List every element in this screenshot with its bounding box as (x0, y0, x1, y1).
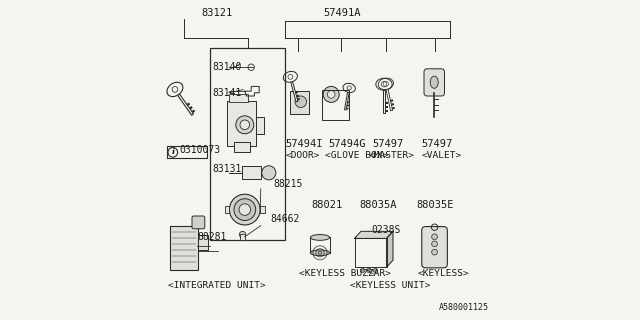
FancyArrow shape (386, 89, 392, 111)
Text: <VALET>: <VALET> (422, 151, 461, 160)
FancyArrow shape (178, 94, 193, 115)
Bar (256, 117, 264, 134)
Bar (167, 146, 207, 158)
Bar (198, 235, 208, 250)
FancyBboxPatch shape (192, 216, 205, 229)
Text: <DOOR>: <DOOR> (285, 151, 320, 160)
Circle shape (262, 166, 276, 180)
Bar (346, 108, 349, 109)
Text: <KEYLESS BUZZAR>: <KEYLESS BUZZAR> (300, 269, 391, 278)
Text: 57497: 57497 (422, 139, 452, 149)
Bar (229, 94, 248, 102)
Text: 0310073: 0310073 (179, 145, 220, 155)
Text: 88035A: 88035A (360, 200, 397, 210)
Circle shape (240, 120, 250, 130)
Bar (297, 98, 300, 100)
Bar (295, 91, 298, 93)
Circle shape (323, 86, 339, 102)
Bar (191, 109, 195, 113)
Text: 57491A: 57491A (323, 8, 361, 18)
Circle shape (230, 194, 260, 225)
Circle shape (432, 249, 438, 255)
Bar (242, 166, 261, 179)
Circle shape (360, 268, 365, 273)
Text: <INTEGRATED UNIT>: <INTEGRATED UNIT> (168, 281, 266, 290)
Text: 84662: 84662 (270, 214, 300, 224)
Text: 57494I: 57494I (285, 139, 323, 149)
Circle shape (432, 234, 438, 240)
Text: 83121: 83121 (202, 8, 233, 18)
Text: 0238S: 0238S (371, 225, 401, 235)
Bar (290, 91, 309, 114)
FancyBboxPatch shape (424, 69, 445, 96)
Text: 88021: 88021 (312, 200, 342, 210)
Text: 88215: 88215 (274, 179, 303, 189)
Bar (392, 107, 395, 109)
Text: A580001125: A580001125 (438, 303, 488, 312)
Circle shape (328, 91, 335, 98)
Bar (210, 48, 285, 240)
Text: <GLOVE BOX>: <GLOVE BOX> (326, 151, 388, 160)
FancyBboxPatch shape (422, 227, 447, 268)
Text: <KEYLESS UNIT>: <KEYLESS UNIT> (351, 281, 431, 290)
Text: 88035E: 88035E (416, 200, 454, 210)
FancyArrow shape (383, 90, 385, 113)
Ellipse shape (310, 250, 330, 256)
Circle shape (295, 96, 307, 108)
Bar (385, 102, 388, 104)
Circle shape (239, 231, 246, 238)
FancyArrow shape (344, 92, 349, 110)
Bar (390, 99, 393, 102)
Text: <MASTER>: <MASTER> (369, 151, 415, 160)
Bar (227, 101, 256, 146)
FancyArrow shape (291, 82, 298, 102)
Circle shape (432, 241, 438, 247)
Circle shape (236, 116, 254, 134)
Bar (322, 90, 349, 120)
Text: <KEYLESS>: <KEYLESS> (418, 269, 469, 278)
Circle shape (234, 199, 256, 220)
Bar (391, 103, 394, 106)
Bar (187, 102, 190, 106)
Circle shape (367, 268, 371, 273)
Bar (260, 206, 265, 213)
Bar (234, 142, 250, 152)
Bar (385, 110, 388, 112)
Bar (241, 234, 245, 240)
Ellipse shape (310, 235, 330, 240)
Bar (170, 226, 198, 270)
Bar (348, 101, 349, 103)
Text: 57494G: 57494G (329, 139, 366, 149)
Text: i: i (172, 148, 174, 156)
Ellipse shape (430, 76, 438, 88)
Bar (347, 104, 349, 107)
Circle shape (373, 268, 378, 273)
Text: 83140: 83140 (212, 62, 242, 72)
Polygon shape (387, 231, 393, 267)
Bar (385, 106, 388, 108)
Text: 57497: 57497 (372, 139, 404, 149)
Text: 83131: 83131 (212, 164, 242, 174)
Bar (296, 94, 299, 97)
Text: 88281: 88281 (198, 232, 227, 242)
Bar (189, 106, 193, 109)
Text: 83141: 83141 (212, 88, 242, 98)
Polygon shape (355, 231, 393, 238)
Circle shape (239, 204, 251, 215)
Bar (225, 206, 230, 213)
